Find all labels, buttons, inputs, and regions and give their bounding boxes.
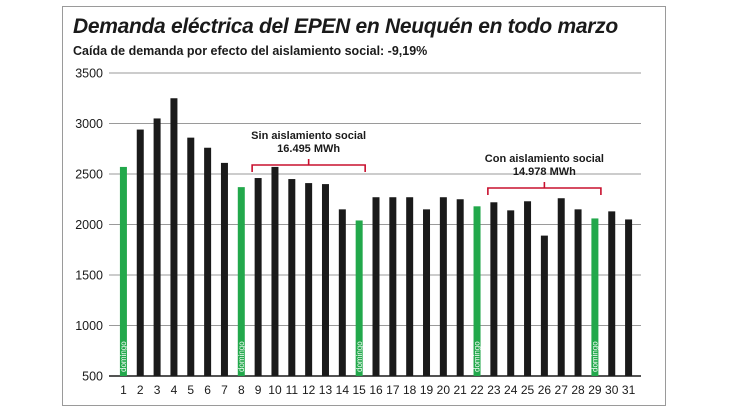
x-tick-label: 19 [420,383,434,397]
x-tick-label: 8 [238,383,245,397]
x-tick-label: 9 [255,383,262,397]
annotation-label: Sin aislamiento social [251,130,366,142]
x-tick-label: 11 [286,383,299,397]
x-tick-label: 18 [403,383,417,397]
x-tick-label: 12 [302,383,316,397]
bar [625,219,633,376]
bar [204,147,212,376]
annotation-value: 14.978 MWh [513,166,576,178]
x-tick-label: 4 [171,383,178,397]
bar [540,235,548,376]
bar [321,184,329,376]
x-tick-label: 2 [137,383,144,397]
annotation-label: Con aislamiento social [485,153,604,165]
y-tick-label: 1000 [75,319,103,333]
x-tick-label: 20 [437,383,451,397]
bar-day-label: domingo [355,341,364,372]
x-tick-label: 23 [487,383,501,397]
x-tick-label: 13 [319,383,333,397]
x-tick-label: 22 [470,383,484,397]
y-tick-label: 2000 [75,218,103,232]
x-tick-label: 16 [369,383,383,397]
bar-highlight [119,166,127,376]
bar [220,162,228,376]
bar-highlight [355,220,363,376]
x-tick-label: 15 [352,383,366,397]
chart-title: Demanda eléctrica del EPEN en Neuquén en… [73,15,618,38]
x-tick-label: 30 [605,383,619,397]
bar [524,201,532,376]
x-tick-label: 26 [538,383,552,397]
bar [507,210,515,376]
chart-subtitle: Caída de demanda por efecto del aislamie… [73,44,428,58]
bar-day-label: domingo [119,341,128,372]
x-tick-label: 14 [336,383,350,397]
y-tick-label: 500 [82,370,103,384]
bar [389,197,397,376]
bar-highlight [237,187,245,376]
bar [456,199,464,376]
x-tick-label: 10 [268,383,282,397]
bar [187,137,195,376]
x-tick-label: 28 [571,383,585,397]
x-tick-label: 27 [555,383,569,397]
annotation-value: 16.495 MWh [277,143,340,155]
bar [136,129,144,376]
bar [288,179,296,376]
x-tick-label: 1 [120,383,127,397]
bar [608,211,616,376]
bar [423,209,431,376]
x-tick-label: 5 [187,383,194,397]
y-tick-label: 2500 [75,168,103,182]
y-tick-label: 3000 [75,117,103,131]
bar-day-label: domingo [473,341,482,372]
annotation-bracket [251,159,366,172]
bar [490,202,498,376]
bar [338,209,346,376]
bar [305,183,313,376]
x-tick-label: 31 [622,383,636,397]
bar-highlight [473,206,481,376]
y-tick-label: 3500 [75,67,103,81]
bar [439,197,447,376]
annotation-bracket [487,182,602,195]
x-tick-label: 17 [386,383,400,397]
bar-highlight [591,218,599,376]
bar [170,98,178,376]
y-tick-label: 1500 [75,269,103,283]
x-tick-label: 24 [504,383,518,397]
x-tick-label: 21 [454,383,468,397]
x-tick-label: 7 [221,383,228,397]
bar [557,198,565,376]
x-tick-label: 6 [204,383,211,397]
x-tick-label: 29 [588,383,602,397]
bar-day-label: domingo [591,341,600,372]
bar [574,209,582,376]
bar [406,197,414,376]
x-tick-label: 25 [521,383,535,397]
bar [254,178,262,376]
bar [372,197,380,376]
bar [271,166,279,376]
chart-card: Demanda eléctrica del EPEN en Neuquén en… [62,6,666,406]
bar [153,118,161,376]
x-tick-label: 3 [154,383,161,397]
bar-day-label: domingo [237,341,246,372]
